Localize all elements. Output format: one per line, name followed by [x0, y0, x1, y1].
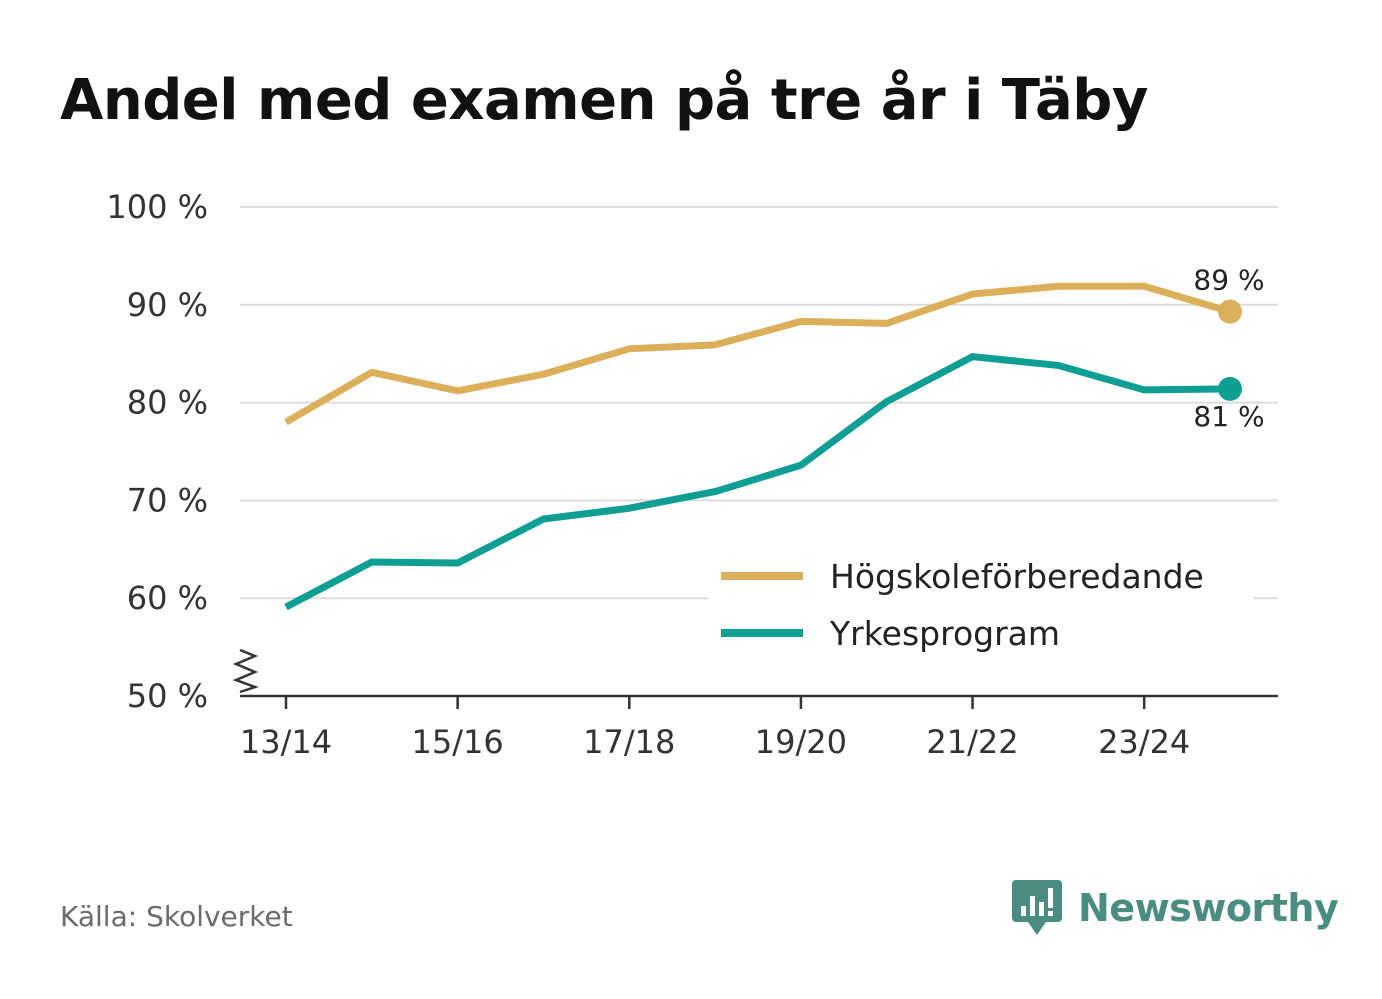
chart-title: Andel med examen på tre år i Täby — [60, 68, 1148, 133]
end-value-label: 89 % — [1193, 264, 1264, 297]
y-tick-label: 50 % — [127, 677, 208, 715]
series-end-point — [1218, 299, 1242, 324]
x-tick-label: 15/16 — [412, 723, 504, 761]
x-tick-label: 23/24 — [1098, 723, 1190, 761]
legend: Högskoleförberedande Yrkesprogram — [708, 548, 1254, 653]
legend-label: Yrkesprogram — [829, 614, 1060, 653]
data-labels: 89 % 81 % — [1193, 264, 1264, 433]
y-tick-label: 100 % — [106, 188, 208, 226]
gridlines — [240, 206, 1278, 600]
y-tick-label: 80 % — [127, 384, 208, 422]
axes: 50 % 60 % 70 % 80 % 90 % 100 % 13/14 15/16 17/18… — [106, 188, 1278, 761]
axis-break-icon — [232, 648, 259, 694]
x-tick-label: 21/22 — [926, 723, 1018, 761]
y-tick-label: 60 % — [127, 579, 208, 617]
brand-logo: Newsworthy — [1010, 878, 1339, 938]
series-end-point — [1218, 376, 1242, 401]
series-line-yrkesprogram — [284, 353, 1231, 611]
y-tick-label: 90 % — [127, 286, 208, 324]
x-tick-label: 13/14 — [240, 723, 332, 761]
brand-name: Newsworthy — [1078, 886, 1339, 930]
end-value-label: 81 % — [1193, 400, 1264, 433]
source-note: Källa: Skolverket — [60, 900, 293, 933]
legend-label: Högskoleförberedande — [830, 557, 1204, 596]
newsworthy-logo-icon — [1012, 880, 1062, 935]
y-tick-label: 70 % — [127, 481, 208, 519]
series-lines — [284, 282, 1242, 611]
series-line-hogskoleforberedande — [284, 282, 1231, 426]
x-tick-label: 19/20 — [755, 723, 847, 761]
x-tick-label: 17/18 — [583, 723, 675, 761]
